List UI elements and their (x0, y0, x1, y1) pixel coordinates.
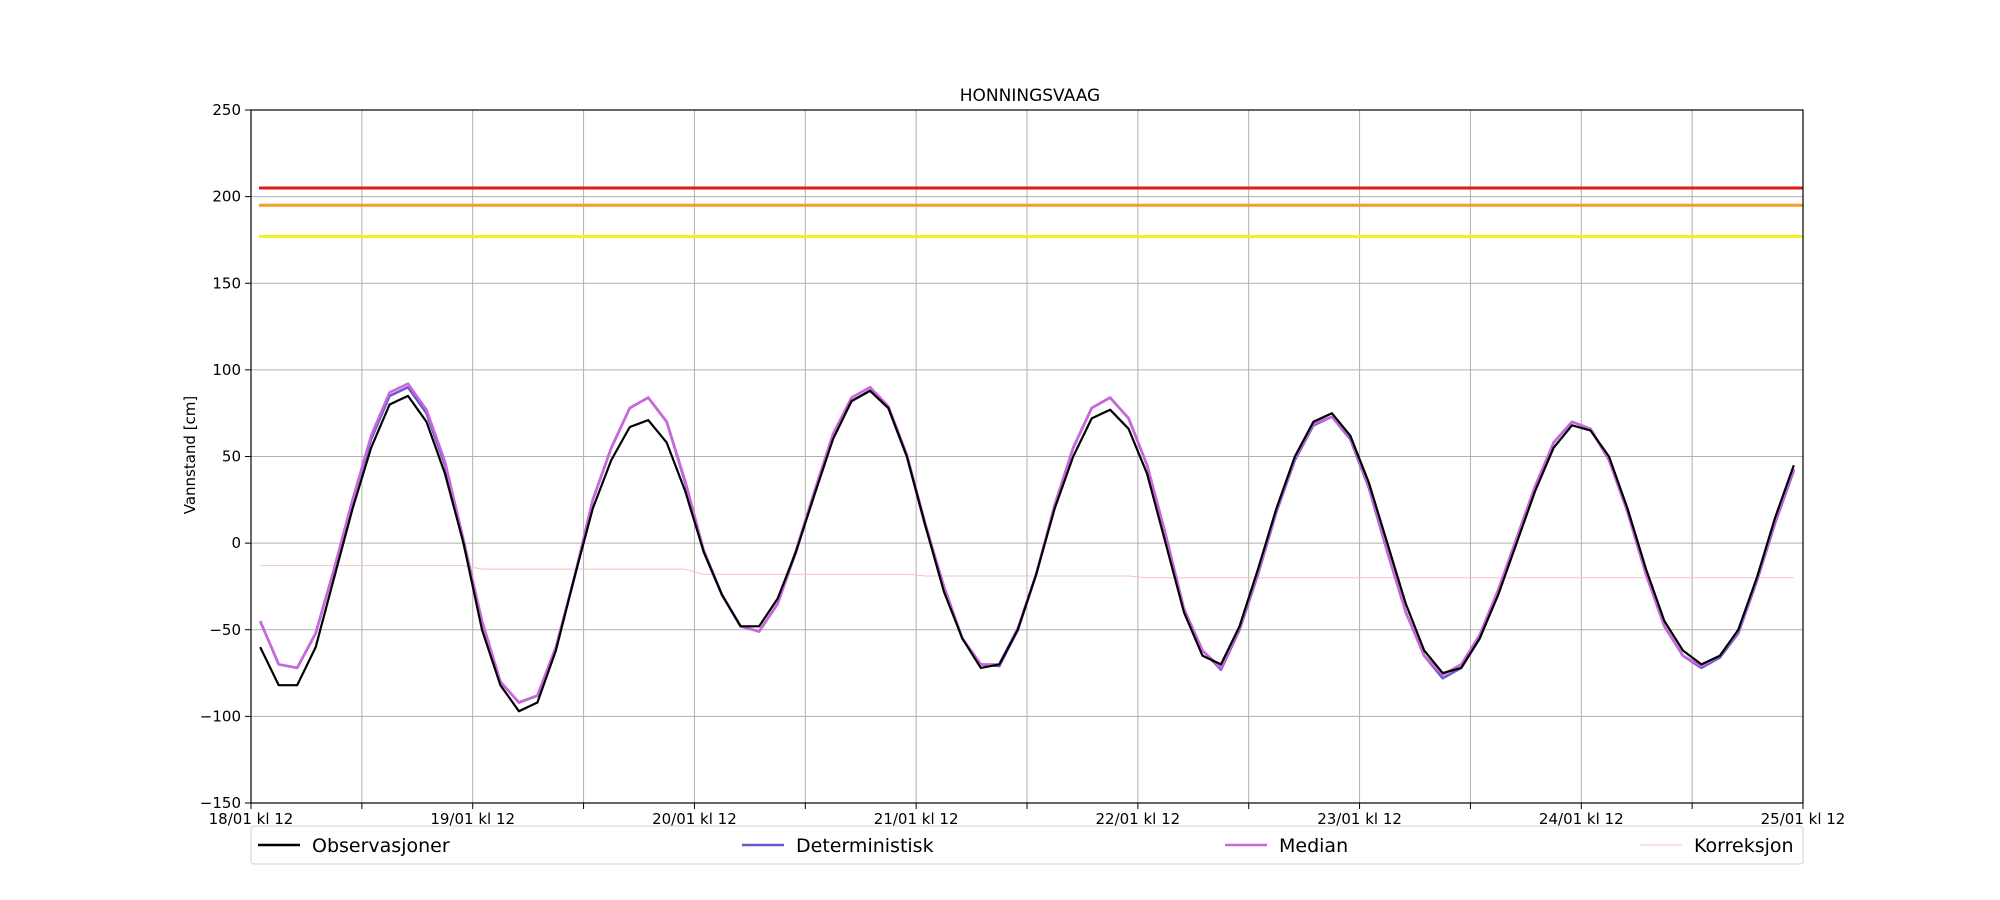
y-tick-label: 50 (222, 448, 241, 466)
legend-box (250, 825, 1804, 865)
x-tick-label: 20/01 kl 12 (652, 810, 737, 828)
legend: Observasjoner Deterministisk Median Korreks… (250, 825, 1804, 865)
y-tick-label: 150 (212, 274, 241, 292)
x-tick-label: 24/01 kl 12 (1539, 810, 1624, 828)
series-line-observasjoner (259, 389, 1795, 713)
x-tick-label: 23/01 kl 12 (1317, 810, 1402, 828)
axis-layer: −150 −100 −50 0 50 100 150 200 250 18/01 kl 12 19/… (200, 101, 1846, 828)
x-tick-label: 19/01 kl 12 (430, 810, 515, 828)
x-tick-label: 22/01 kl 12 (1095, 810, 1180, 828)
series-layer (259, 382, 1796, 713)
legend-label: Observasjoner (312, 835, 450, 857)
legend-label: Median (1279, 835, 1348, 857)
grid-layer (251, 110, 1803, 803)
y-axis-label: Vannstand [cm] (181, 396, 199, 515)
chart-title: HONNINGSVAAG (960, 86, 1100, 106)
y-tick-label: 0 (231, 534, 241, 552)
x-tick-label: 25/01 kl 12 (1761, 810, 1846, 828)
y-tick-label: −50 (209, 621, 241, 639)
y-tick-label: 100 (212, 361, 241, 379)
x-tick-label: 21/01 kl 12 (874, 810, 959, 828)
y-tick-label: −100 (200, 707, 241, 725)
y-tick-label: −150 (200, 794, 241, 812)
y-tick-label: 250 (212, 101, 241, 119)
y-tick-label: 200 (212, 188, 241, 206)
legend-label: Korreksjon (1694, 835, 1794, 857)
threshold-layer (259, 186, 1803, 238)
legend-label: Deterministisk (796, 835, 934, 857)
series-line-korreksjon (260, 565, 1794, 579)
x-tick-label: 18/01 kl 12 (209, 810, 294, 828)
